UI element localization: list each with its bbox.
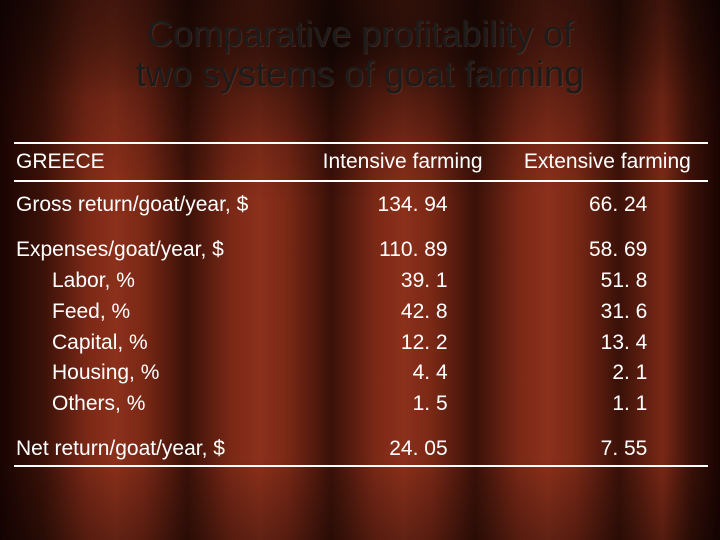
cell-value: 42. 8 <box>358 299 448 326</box>
table-header-row: GREECE Intensive farming Extensive farmi… <box>14 144 708 181</box>
comparison-table: GREECE Intensive farming Extensive farmi… <box>14 142 708 467</box>
cell-value: 31. 6 <box>567 299 647 326</box>
table-row: Others, % 1. 5 1. 1 <box>14 389 708 420</box>
table-row: Gross return/goat/year, $ 134. 94 66. 24 <box>14 182 708 221</box>
title-line-2: two systems of goat farming <box>136 53 584 94</box>
table-row: Expenses/goat/year, $ 110. 89 58. 69 <box>14 235 708 266</box>
cell-value: 66. 24 <box>567 192 647 219</box>
cell-value: 58. 69 <box>567 237 647 264</box>
title-line-1: Comparative profitability of <box>147 13 573 54</box>
cell-value: 4. 4 <box>358 360 448 387</box>
cell-value: 13. 4 <box>567 330 647 357</box>
row-label: Net return/goat/year, $ <box>14 434 299 466</box>
table-row: Housing, % 4. 4 2. 1 <box>14 358 708 389</box>
row-gap <box>14 420 708 434</box>
cell-value: 51. 8 <box>567 268 647 295</box>
cell-value: 134. 94 <box>358 192 448 219</box>
row-label: Capital, % <box>16 330 148 357</box>
cell-value: 7. 55 <box>567 436 647 463</box>
row-gap <box>14 221 708 235</box>
cell-value: 12. 2 <box>358 330 448 357</box>
table-row: Feed, % 42. 8 31. 6 <box>14 297 708 328</box>
table: GREECE Intensive farming Extensive farmi… <box>14 142 708 467</box>
cell-value: 2. 1 <box>567 360 647 387</box>
row-label: Gross return/goat/year, $ <box>14 182 299 221</box>
cell-value: 39. 1 <box>358 268 448 295</box>
slide-content: Comparative profitability of two systems… <box>0 0 720 540</box>
table-rule <box>14 466 708 467</box>
table-row: Capital, % 12. 2 13. 4 <box>14 328 708 359</box>
row-label: Expenses/goat/year, $ <box>14 235 299 266</box>
table-row: Labor, % 39. 1 51. 8 <box>14 266 708 297</box>
cell-value: 1. 1 <box>567 391 647 418</box>
slide: Comparative profitability of two systems… <box>0 0 720 540</box>
header-label: GREECE <box>14 144 299 181</box>
header-extensive: Extensive farming <box>507 144 708 181</box>
row-label: Feed, % <box>16 299 130 326</box>
header-intensive: Intensive farming <box>299 144 507 181</box>
row-label: Others, % <box>16 391 145 418</box>
row-label: Labor, % <box>16 268 135 295</box>
cell-value: 110. 89 <box>358 237 448 264</box>
row-label: Housing, % <box>16 360 159 387</box>
cell-value: 24. 05 <box>358 436 448 463</box>
table-row: Net return/goat/year, $ 24. 05 7. 55 <box>14 434 708 466</box>
cell-value: 1. 5 <box>358 391 448 418</box>
slide-title: Comparative profitability of two systems… <box>0 0 720 95</box>
